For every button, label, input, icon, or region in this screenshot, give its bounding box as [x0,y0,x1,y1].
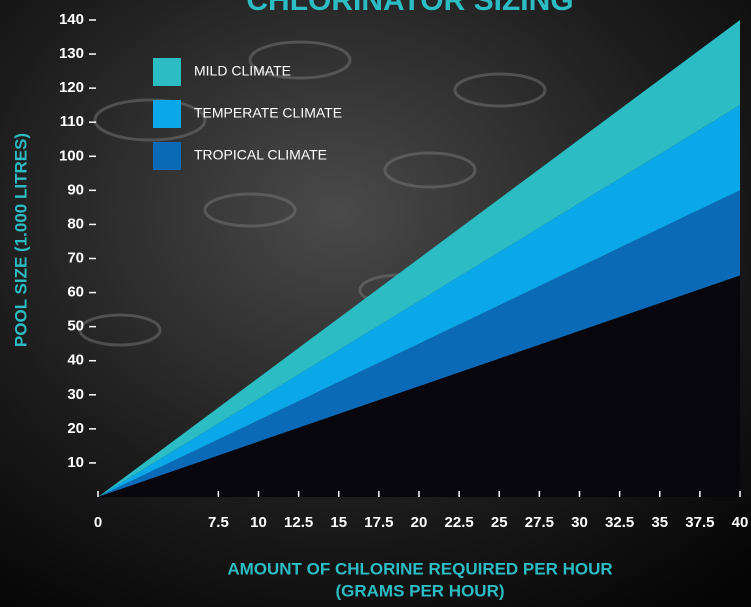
y-tick-label: 20 [67,420,84,437]
legend-label: TROPICAL CLIMATE [194,147,327,163]
y-tick-label: 70 [67,249,84,266]
y-tick-label: 90 [67,181,84,198]
x-tick-label: 17.5 [364,514,393,531]
x-tick-label: 40 [732,514,749,531]
x-tick-label: 37.5 [685,514,714,531]
x-tick-label: 12.5 [284,514,313,531]
x-tick-label: 20 [411,514,428,531]
y-tick-label: 10 [67,454,84,471]
y-tick-label: 110 [60,113,84,130]
legend-label: TEMPERATE CLIMATE [194,105,342,121]
legend-swatch [153,142,181,170]
y-tick-label: 50 [67,318,84,335]
x-tick-label: 30 [571,514,588,531]
x-tick-label: 25 [491,514,508,531]
y-axis-label: POOL SIZE (1.000 LITRES) [11,133,30,347]
x-tick-label: 0 [94,514,102,531]
x-tick-label: 7.5 [208,514,229,531]
y-tick-label: 60 [67,284,84,301]
y-tick-label: 120 [59,79,84,96]
x-tick-label: 35 [651,514,668,531]
x-axis-label: AMOUNT OF CHLORINE REQUIRED PER HOUR [227,559,612,578]
y-tick-label: 80 [67,215,84,232]
chart-title: CHLORINATOR SIZING [246,0,573,17]
x-tick-label: 22.5 [445,514,474,531]
legend-label: MILD CLIMATE [194,63,291,79]
x-tick-label: 27.5 [525,514,554,531]
y-tick-label: 30 [67,386,84,403]
x-axis-label: (GRAMS PER HOUR) [335,581,504,600]
y-tick-label: 140 [59,11,84,28]
plot-floor [98,275,740,497]
legend-swatch [153,100,181,128]
y-tick-label: 40 [67,352,84,369]
area [98,190,740,497]
x-tick-label: 15 [330,514,347,531]
x-tick-label: 32.5 [605,514,634,531]
area [98,105,740,497]
x-tick-label: 10 [250,514,267,531]
legend-swatch [153,58,181,86]
area [98,20,740,497]
y-tick-label: 100 [59,147,84,164]
y-tick-label: 130 [59,45,84,62]
